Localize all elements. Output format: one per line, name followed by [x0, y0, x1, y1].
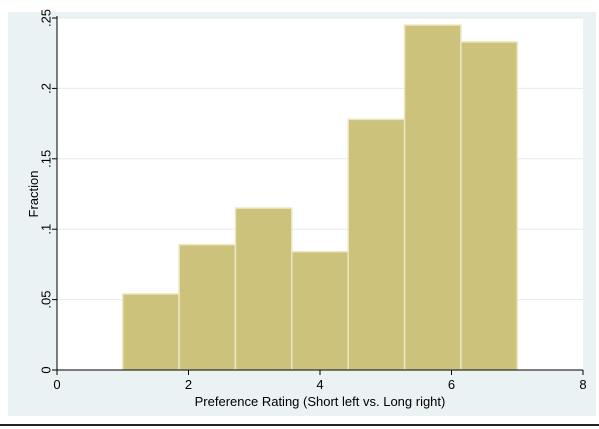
histogram-bar [460, 41, 519, 371]
x-axis-label: Preference Rating (Short left vs. Long r… [195, 394, 446, 409]
x-tick-label: 2 [185, 377, 192, 392]
x-tick-label: 4 [316, 377, 323, 392]
y-tick-label: .1 [38, 224, 53, 235]
y-tick-label: .05 [38, 291, 53, 309]
histogram-bar [234, 207, 293, 371]
x-tick-label: 6 [448, 377, 455, 392]
histogram-bar [178, 243, 237, 371]
histogram-bar [291, 250, 349, 371]
histogram-bar [347, 118, 406, 371]
histogram-bar [122, 293, 180, 371]
y-tick-label: .25 [38, 9, 53, 27]
axes [52, 16, 584, 375]
y-tick-label: 0 [38, 366, 53, 373]
y-tick-label: .2 [38, 83, 53, 94]
bars [122, 24, 519, 371]
y-axis-label: Fraction [26, 171, 41, 218]
x-tick-label: 0 [53, 377, 60, 392]
y-tick-label: .15 [38, 150, 53, 168]
tick-labels: 0 2 4 6 8 0 .05 .1 .15 .2 .25 [38, 9, 586, 392]
histogram-bar [403, 24, 462, 371]
bottom-rule [0, 424, 599, 426]
x-tick-label: 8 [579, 377, 586, 392]
